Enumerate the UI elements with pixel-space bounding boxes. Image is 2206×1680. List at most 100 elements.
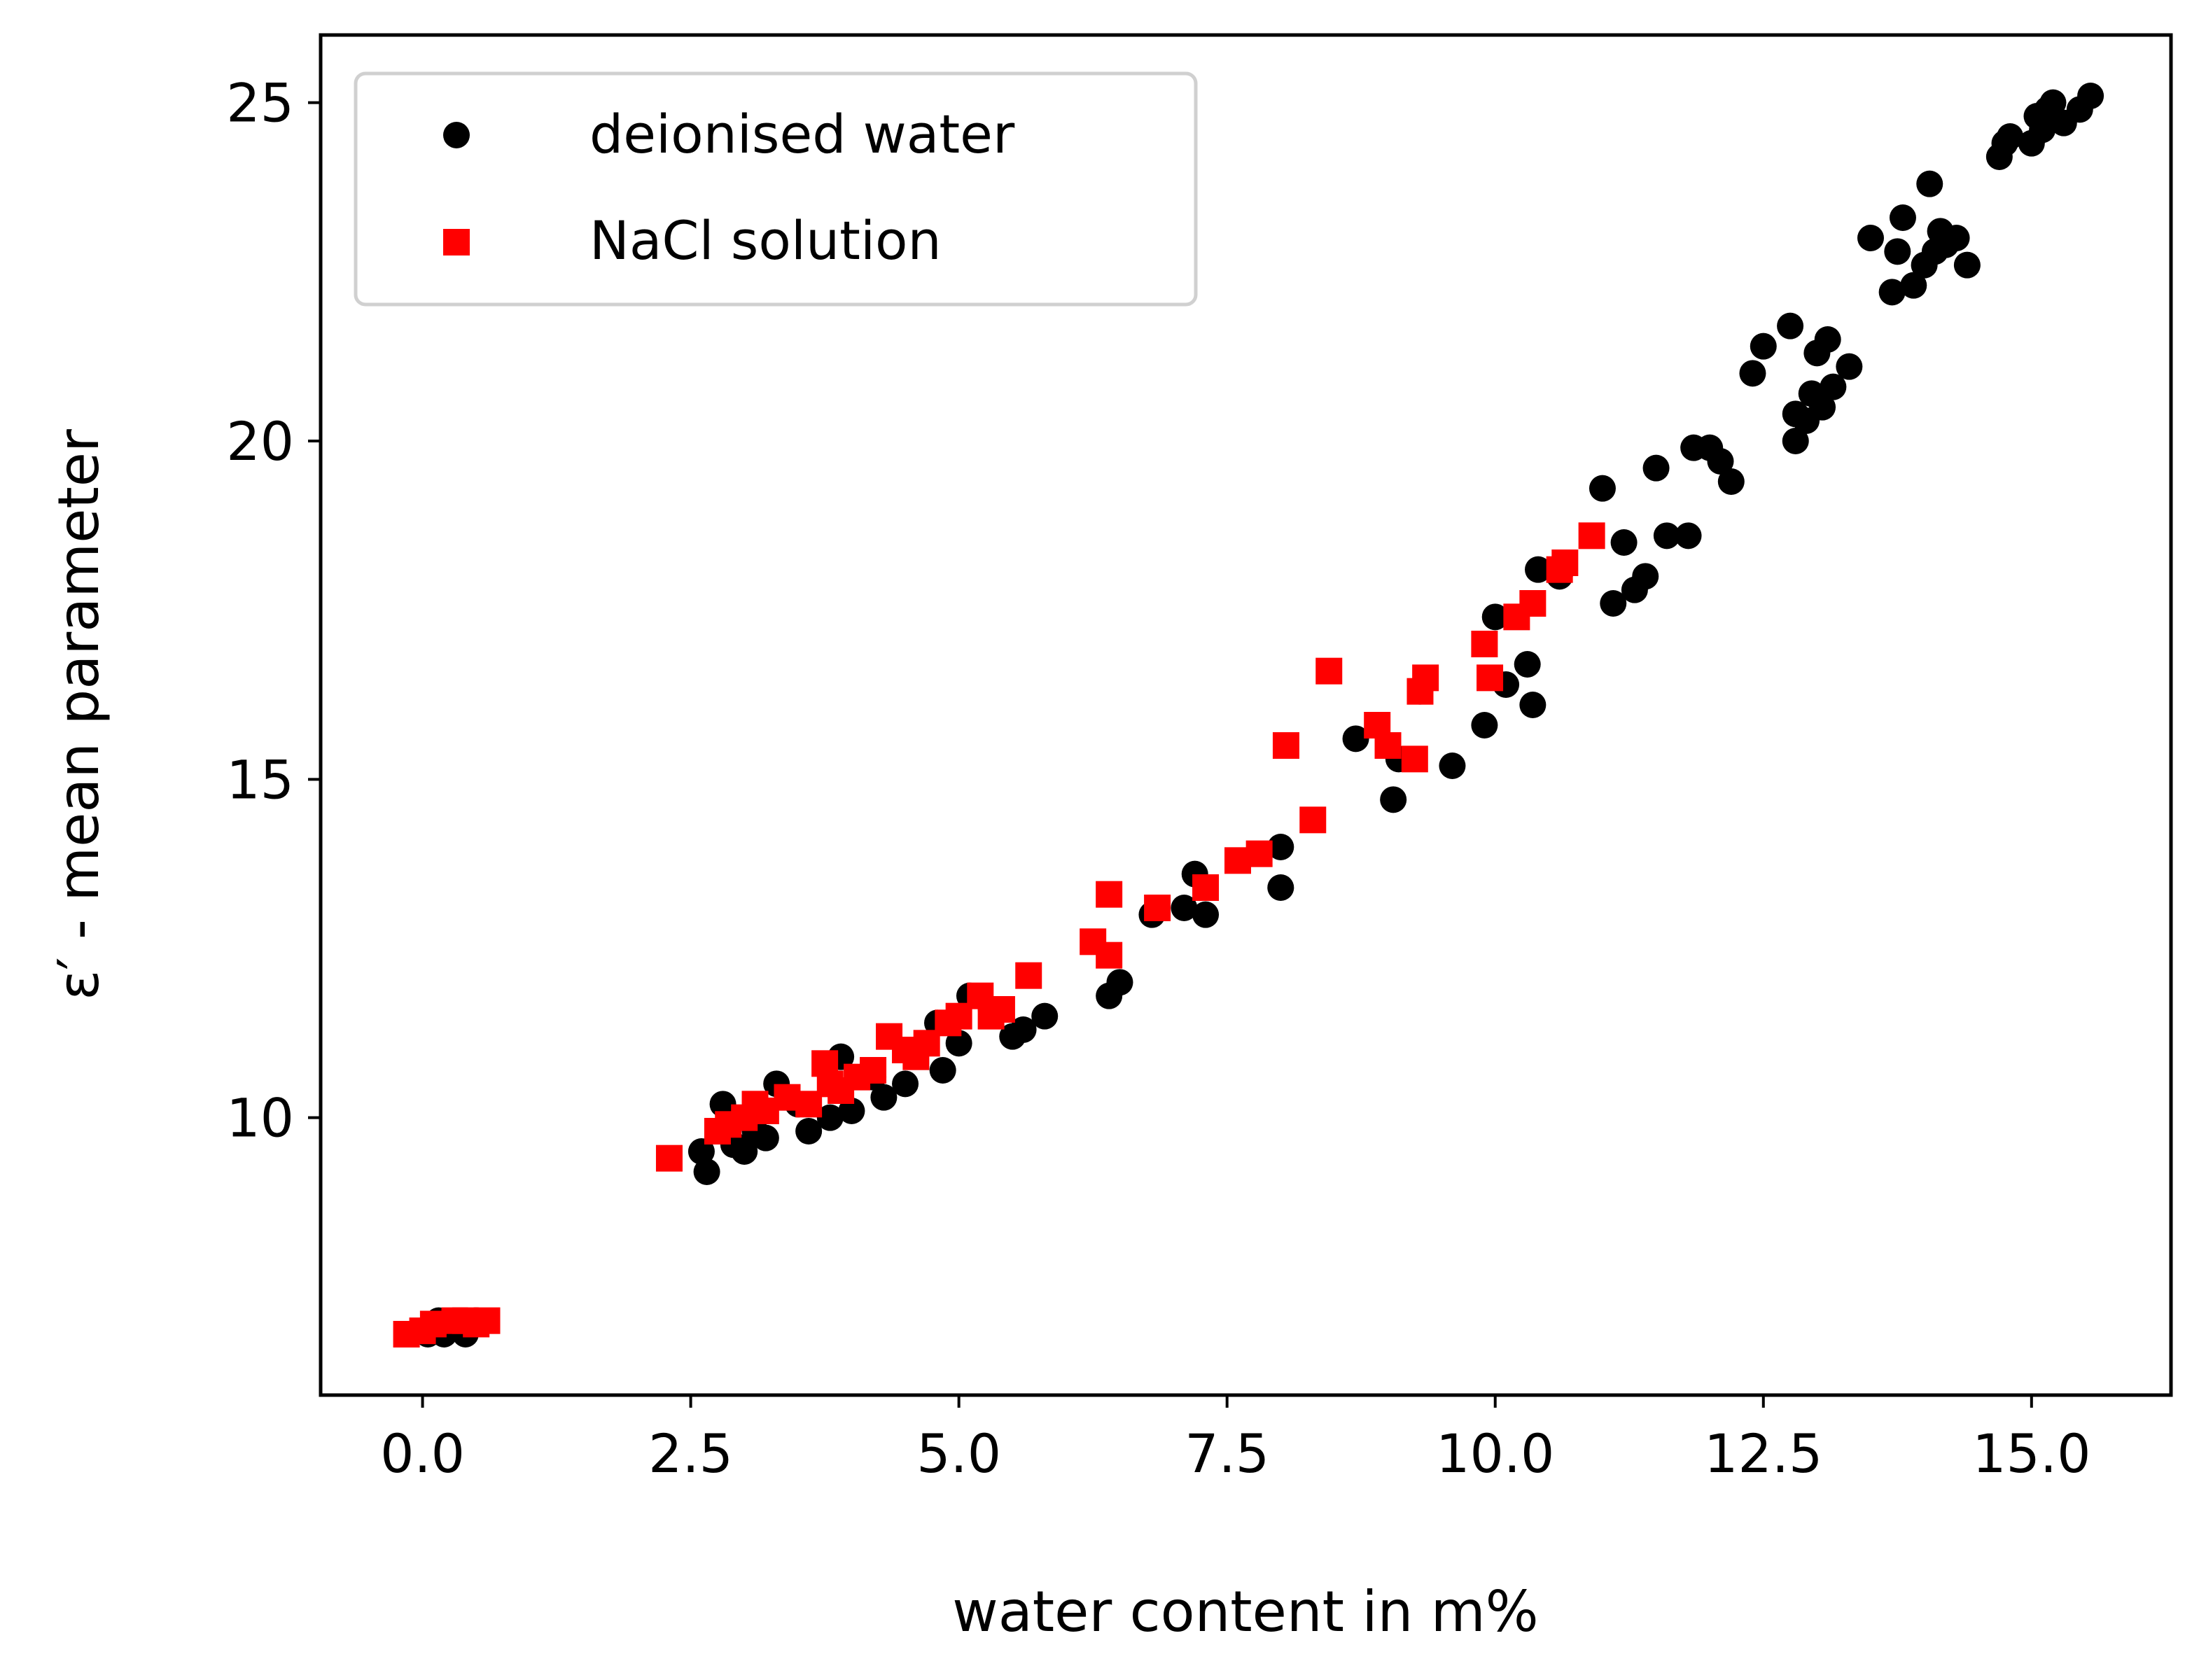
point-nacl-solution-36 xyxy=(1245,840,1273,867)
point-deionised-water-8 xyxy=(709,1091,737,1118)
point-deionised-water-86 xyxy=(1953,251,1981,279)
point-nacl-solution-48 xyxy=(1519,590,1547,617)
point-deionised-water-75 xyxy=(1857,225,1884,251)
point-deionised-water-24 xyxy=(929,1057,956,1084)
point-deionised-water-65 xyxy=(1777,312,1804,340)
y-tick-label: 25 xyxy=(226,72,294,134)
point-deionised-water-7 xyxy=(693,1158,720,1185)
point-deionised-water-36 xyxy=(1192,901,1220,928)
point-deionised-water-12 xyxy=(752,1124,779,1152)
point-deionised-water-66 xyxy=(1782,428,1809,454)
legend: deionised water NaCl solution xyxy=(354,71,1198,307)
point-nacl-solution-37 xyxy=(1272,732,1299,759)
point-deionised-water-53 xyxy=(1610,529,1638,556)
point-deionised-water-58 xyxy=(1675,522,1702,550)
point-nacl-solution-51 xyxy=(1578,522,1605,550)
legend-box xyxy=(354,71,1198,307)
x-tick-label: 2.5 xyxy=(648,1422,733,1485)
point-deionised-water-40 xyxy=(1380,786,1407,813)
x-tick-label: 12.5 xyxy=(1704,1422,1822,1485)
point-deionised-water-15 xyxy=(795,1118,823,1144)
point-deionised-water-62 xyxy=(1717,468,1745,495)
point-nacl-solution-46 xyxy=(1477,664,1504,692)
point-nacl-solution-38 xyxy=(1299,806,1327,834)
legend-marker-nacl-solution xyxy=(443,229,470,255)
x-tick-label: 7.5 xyxy=(1185,1422,1269,1485)
point-deionised-water-21 xyxy=(892,1070,919,1098)
point-deionised-water-37 xyxy=(1267,834,1294,860)
point-nacl-solution-34 xyxy=(1192,874,1220,901)
point-deionised-water-77 xyxy=(1884,238,1911,265)
legend-label-deionised-water: deionised water xyxy=(589,103,1015,165)
point-deionised-water-89 xyxy=(1997,123,2024,150)
point-nacl-solution-33 xyxy=(1144,895,1171,921)
point-nacl-solution-29 xyxy=(1015,962,1042,989)
point-deionised-water-6 xyxy=(687,1138,715,1165)
point-deionised-water-51 xyxy=(1589,475,1616,502)
point-deionised-water-76 xyxy=(1878,279,1906,306)
point-nacl-solution-6 xyxy=(473,1307,501,1334)
point-nacl-solution-31 xyxy=(1096,881,1123,908)
point-deionised-water-64 xyxy=(1750,332,1777,360)
point-deionised-water-39 xyxy=(1342,725,1369,752)
point-deionised-water-49 xyxy=(1525,556,1552,583)
y-tick-label: 10 xyxy=(226,1087,294,1149)
point-deionised-water-20 xyxy=(870,1084,898,1111)
point-deionised-water-85 xyxy=(1943,225,1970,251)
points-layer xyxy=(393,83,2104,1348)
point-nacl-solution-28 xyxy=(988,996,1015,1023)
point-nacl-solution-50 xyxy=(1551,550,1579,576)
point-deionised-water-30 xyxy=(1031,1002,1059,1030)
point-deionised-water-52 xyxy=(1600,590,1627,617)
point-deionised-water-72 xyxy=(1814,326,1841,353)
point-nacl-solution-32 xyxy=(1096,941,1123,969)
y-axis-title: ε′ - mean parameter xyxy=(46,429,111,1000)
legend-label-nacl-solution: NaCl solution xyxy=(589,209,942,272)
point-deionised-water-74 xyxy=(1836,353,1863,380)
point-deionised-water-97 xyxy=(2077,83,2104,109)
point-deionised-water-44 xyxy=(1471,712,1498,738)
point-deionised-water-71 xyxy=(1809,393,1836,421)
point-nacl-solution-41 xyxy=(1374,732,1402,759)
plot-frame xyxy=(319,33,2173,1397)
point-deionised-water-34 xyxy=(1171,895,1198,921)
point-deionised-water-79 xyxy=(1900,272,1927,299)
point-nacl-solution-42 xyxy=(1401,746,1428,773)
y-axis: 10 15 20 25 xyxy=(226,72,321,1149)
x-tick-label: 10.0 xyxy=(1436,1422,1554,1485)
point-deionised-water-78 xyxy=(1889,204,1916,231)
x-axis: 0.0 2.5 5.0 7.5 10.0 12.5 15.0 xyxy=(380,1395,2090,1485)
x-tick-label: 5.0 xyxy=(916,1422,1001,1485)
point-deionised-water-32 xyxy=(1106,969,1133,996)
point-deionised-water-48 xyxy=(1519,692,1547,718)
point-nacl-solution-19 xyxy=(860,1057,887,1084)
x-axis-title: water content in m% xyxy=(952,1579,1538,1644)
point-deionised-water-18 xyxy=(838,1098,865,1124)
point-deionised-water-43 xyxy=(1439,752,1466,779)
legend-marker-deionised-water xyxy=(443,122,470,148)
point-deionised-water-10 xyxy=(731,1138,758,1165)
point-nacl-solution-7 xyxy=(655,1144,683,1172)
point-deionised-water-47 xyxy=(1514,651,1541,678)
point-deionised-water-61 xyxy=(1707,448,1734,475)
y-tick-label: 15 xyxy=(226,748,294,811)
point-deionised-water-92 xyxy=(2029,116,2056,144)
point-deionised-water-56 xyxy=(1642,454,1670,482)
point-deionised-water-94 xyxy=(2039,89,2067,116)
point-deionised-water-29 xyxy=(1010,1016,1037,1043)
point-deionised-water-55 xyxy=(1632,563,1659,590)
point-nacl-solution-39 xyxy=(1315,657,1343,685)
point-deionised-water-38 xyxy=(1267,874,1294,901)
point-deionised-water-73 xyxy=(1820,373,1847,400)
point-nacl-solution-45 xyxy=(1471,631,1498,657)
point-deionised-water-57 xyxy=(1653,522,1680,550)
point-deionised-water-63 xyxy=(1739,360,1766,387)
point-deionised-water-16 xyxy=(816,1104,844,1131)
point-deionised-water-45 xyxy=(1481,603,1509,631)
x-tick-label: 15.0 xyxy=(1972,1422,2090,1485)
point-deionised-water-25 xyxy=(945,1030,972,1057)
y-tick-label: 20 xyxy=(226,410,294,472)
x-tick-label: 0.0 xyxy=(380,1422,465,1485)
point-deionised-water-81 xyxy=(1916,170,1943,197)
